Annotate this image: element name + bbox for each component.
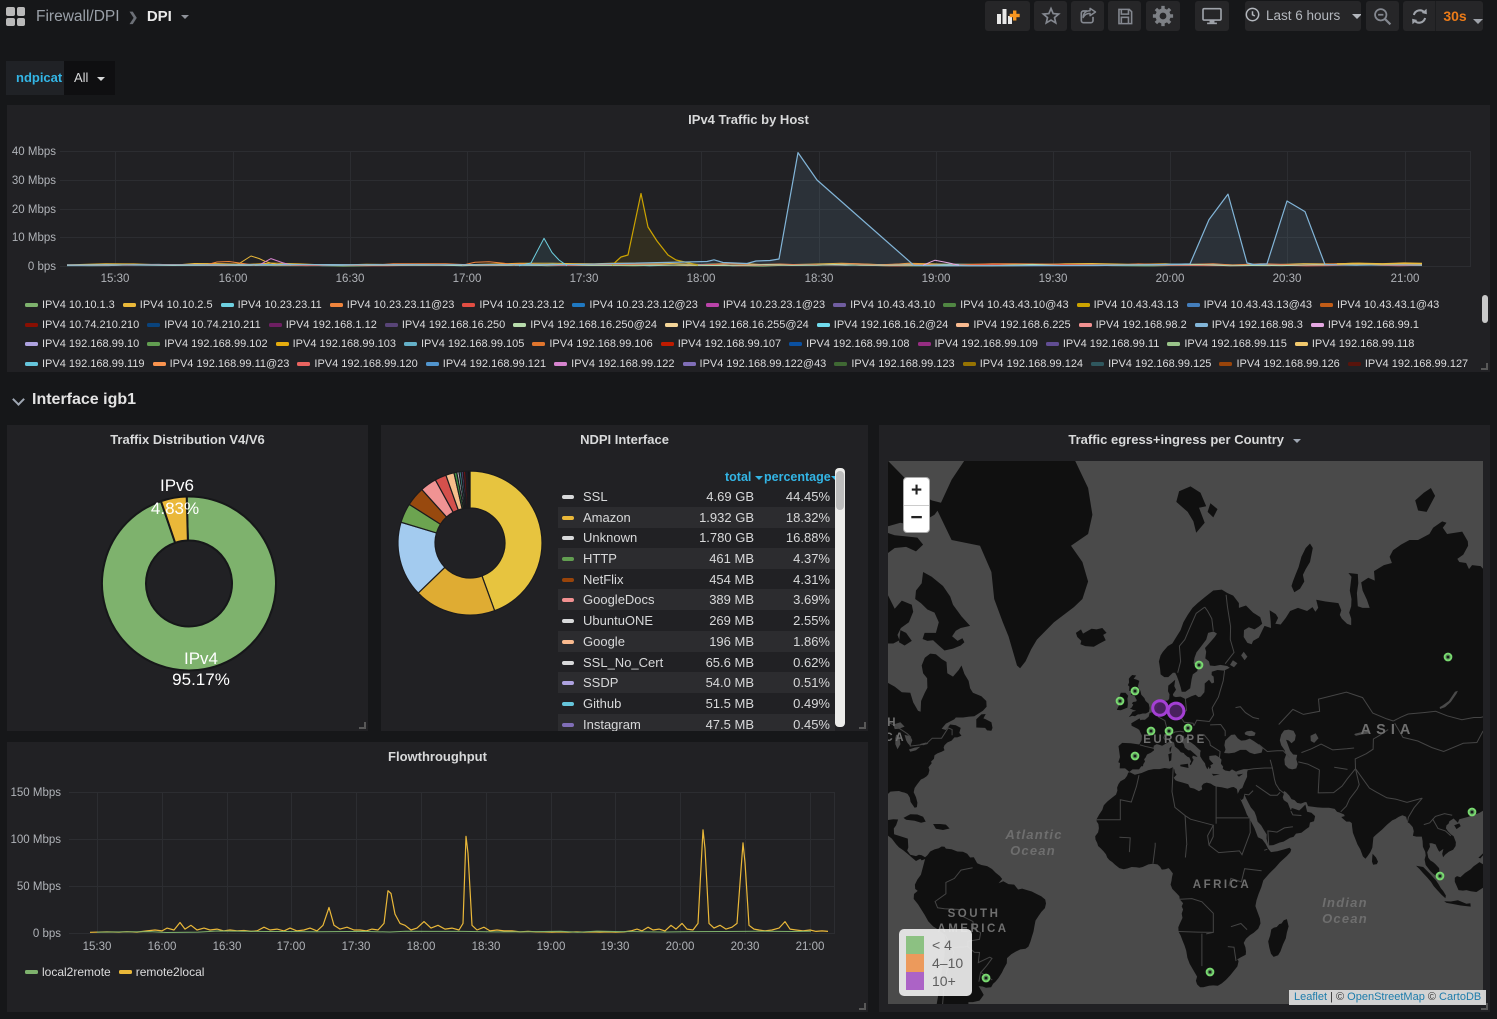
svg-text:IPv4: IPv4 [184,649,218,668]
svg-text:16:30: 16:30 [213,941,242,953]
svg-text:IPv6: IPv6 [160,476,194,495]
svg-text:Indian: Indian [1322,895,1367,910]
svg-text:20:00: 20:00 [1156,273,1185,285]
svg-text:15:30: 15:30 [83,941,112,953]
svg-text:17:30: 17:30 [570,273,599,285]
svg-text:40 Mbps: 40 Mbps [12,146,56,158]
svg-text:20:30: 20:30 [1273,273,1302,285]
svg-text:18:00: 18:00 [687,273,716,285]
svg-text:21:00: 21:00 [796,941,825,953]
svg-text:17:00: 17:00 [277,941,306,953]
svg-text:20:00: 20:00 [666,941,695,953]
svg-text:SOUTH: SOUTH [948,908,1001,920]
svg-text:150 Mbps: 150 Mbps [10,787,61,799]
svg-text:0 bps: 0 bps [28,261,56,273]
svg-text:17:00: 17:00 [453,273,482,285]
svg-text:19:00: 19:00 [537,941,566,953]
svg-text:100 Mbps: 100 Mbps [10,834,61,846]
svg-text:18:00: 18:00 [407,941,436,953]
svg-text:10 Mbps: 10 Mbps [12,232,56,244]
svg-text:Ocean: Ocean [1322,911,1368,926]
svg-text:50 Mbps: 50 Mbps [17,881,61,893]
svg-text:17:30: 17:30 [342,941,371,953]
svg-text:ASIA: ASIA [1361,722,1416,738]
svg-text:AMERICA: AMERICA [888,732,906,744]
svg-text:21:00: 21:00 [1391,273,1420,285]
svg-text:16:00: 16:00 [219,273,248,285]
svg-text:30 Mbps: 30 Mbps [12,175,56,187]
svg-text:Ocean: Ocean [1010,843,1056,858]
svg-text:EUROPE: EUROPE [1143,734,1207,746]
svg-text:NORTH: NORTH [888,717,898,729]
svg-text:18:30: 18:30 [805,273,834,285]
svg-text:16:30: 16:30 [336,273,365,285]
svg-text:0 bps: 0 bps [33,928,61,940]
svg-text:18:30: 18:30 [472,941,501,953]
svg-text:20:30: 20:30 [731,941,760,953]
svg-text:19:30: 19:30 [1039,273,1068,285]
svg-text:AFRICA: AFRICA [1193,879,1251,891]
svg-text:15:30: 15:30 [101,273,130,285]
svg-text:19:00: 19:00 [922,273,951,285]
svg-text:16:00: 16:00 [148,941,177,953]
svg-text:95.17%: 95.17% [172,670,230,689]
svg-text:4.83%: 4.83% [151,499,199,518]
svg-text:20 Mbps: 20 Mbps [12,204,56,216]
svg-text:19:30: 19:30 [601,941,630,953]
svg-text:Atlantic: Atlantic [1004,827,1062,842]
